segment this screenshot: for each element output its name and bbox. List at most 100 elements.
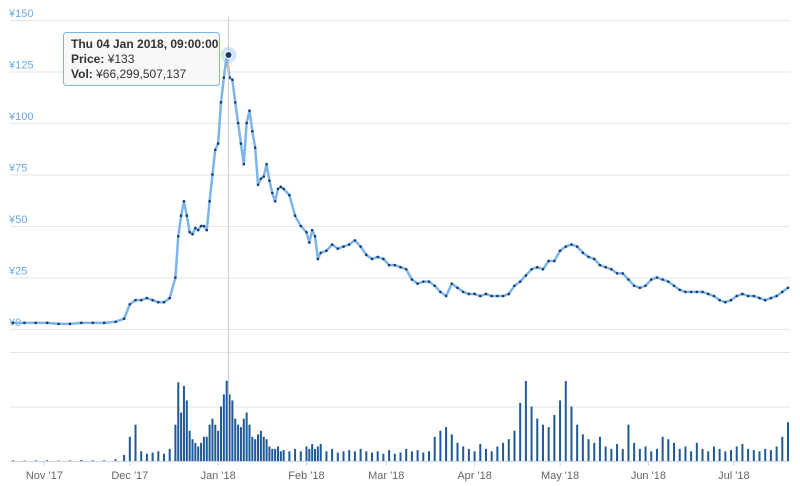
volume-bar xyxy=(371,452,374,461)
volume-bar xyxy=(128,436,131,461)
price-point xyxy=(667,280,670,283)
volume-bar xyxy=(245,412,248,461)
price-point xyxy=(490,294,493,298)
volume-bar xyxy=(336,452,339,461)
price-point xyxy=(769,296,773,300)
price-point xyxy=(564,245,568,248)
price-point xyxy=(706,292,710,296)
volume-bar xyxy=(208,424,211,461)
price-point xyxy=(450,282,454,285)
volume-bar xyxy=(234,418,237,461)
price-point xyxy=(231,78,234,82)
y-tick-label: ¥100 xyxy=(8,111,33,123)
volume-bar xyxy=(305,446,308,461)
x-tick-label: Apr '18 xyxy=(457,470,492,482)
price-point xyxy=(456,286,459,290)
price-point xyxy=(553,259,556,263)
volume-bar xyxy=(68,460,71,461)
price-point xyxy=(786,286,790,290)
price-point xyxy=(604,265,607,269)
volume-bar xyxy=(570,406,573,461)
price-point xyxy=(718,298,721,302)
volume-bar xyxy=(91,460,94,461)
price-point xyxy=(644,284,647,288)
price-point xyxy=(45,321,49,325)
price-point xyxy=(293,214,297,217)
price-point xyxy=(219,101,223,104)
volume-bar xyxy=(695,442,698,461)
price-point xyxy=(34,321,38,325)
price-point xyxy=(758,296,761,300)
y-tick-label: ¥150 xyxy=(8,8,33,20)
volume-bar xyxy=(410,451,413,461)
tooltip-label: Vol: xyxy=(71,67,93,81)
volume-bar xyxy=(775,446,778,461)
volume-bar xyxy=(547,427,550,461)
price-point xyxy=(433,284,436,288)
price-point xyxy=(712,294,716,298)
price-point xyxy=(627,278,630,281)
price-point xyxy=(501,294,505,298)
price-point xyxy=(239,142,243,145)
volume-bar xyxy=(145,453,148,461)
volume-bar xyxy=(279,451,282,461)
price-point xyxy=(256,183,260,187)
volume-bar xyxy=(12,460,14,461)
price-point xyxy=(467,292,471,296)
volume-bar xyxy=(80,460,83,461)
volume-bar xyxy=(479,444,482,461)
volume-bar xyxy=(200,442,203,461)
volume-bar xyxy=(433,436,436,461)
price-point xyxy=(211,173,214,176)
volume-bar xyxy=(197,446,200,461)
y-tick-label: ¥25 xyxy=(8,266,27,278)
price-point xyxy=(518,280,522,283)
price-point xyxy=(182,199,186,203)
price-point xyxy=(199,224,203,228)
volume-bar xyxy=(650,451,653,461)
volume-bar xyxy=(519,402,522,461)
price-point xyxy=(746,294,750,298)
price-point xyxy=(535,265,539,269)
price-point xyxy=(615,272,619,275)
price-point xyxy=(282,187,285,191)
price-point xyxy=(151,298,154,302)
price-point xyxy=(701,290,704,294)
price-point xyxy=(188,230,191,234)
volume-bar xyxy=(205,436,208,461)
price-point xyxy=(57,322,60,326)
price-point xyxy=(222,76,226,79)
price-point xyxy=(68,322,72,326)
volume-bar xyxy=(627,424,630,461)
price-point xyxy=(638,286,642,290)
volume-bar xyxy=(388,450,391,461)
price-point xyxy=(513,284,516,288)
volume-bar xyxy=(752,450,755,461)
price-point xyxy=(724,300,727,304)
volume-bar xyxy=(604,446,607,461)
price-point xyxy=(399,265,402,269)
price-point xyxy=(162,300,166,304)
price-point xyxy=(299,224,303,228)
price-point xyxy=(370,257,374,261)
volume-bar xyxy=(202,436,205,461)
volume-bar xyxy=(684,446,687,461)
volume-bar xyxy=(271,448,274,461)
x-tick-label: May '18 xyxy=(541,470,579,482)
volume-bar xyxy=(667,439,670,461)
volume-bar xyxy=(211,418,214,461)
price-point xyxy=(179,214,183,217)
volume-bar xyxy=(781,436,784,461)
price-point xyxy=(236,121,240,125)
price-point xyxy=(473,292,476,296)
volume-bar xyxy=(456,442,459,461)
volume-bar xyxy=(450,434,453,461)
volume-bar xyxy=(325,451,328,461)
price-point xyxy=(632,284,636,288)
tooltip-row: Price: ¥133 xyxy=(71,52,135,66)
volume-bar xyxy=(163,453,166,461)
price-point xyxy=(191,232,194,236)
volume-bar xyxy=(638,448,641,461)
volume-bar xyxy=(242,418,245,461)
